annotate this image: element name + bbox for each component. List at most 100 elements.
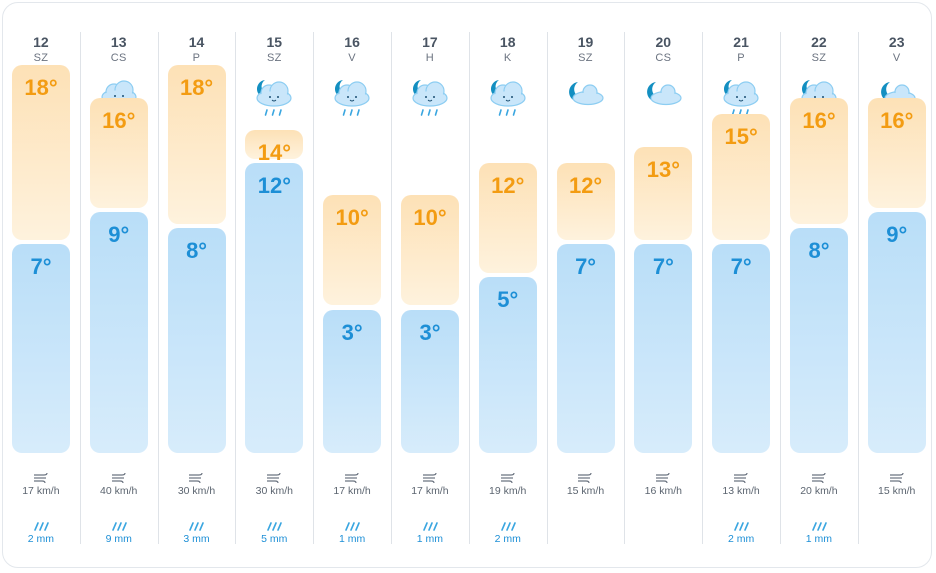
rain-icon (187, 518, 205, 531)
low-temp: 7° (575, 254, 597, 280)
day-date: 21 (733, 34, 749, 50)
day-weekday: V (892, 52, 901, 64)
day-date: 17 (422, 34, 438, 50)
rain-amount: 2 mm (27, 533, 55, 545)
rain-amount: 1 mm (416, 533, 444, 545)
low-temp-bar: 9° (89, 211, 148, 453)
wind-icon (344, 470, 360, 484)
wind-speed: 17 km/h (333, 485, 371, 497)
rain-amount: 1 mm (805, 533, 833, 545)
wind-speed: 30 km/h (255, 485, 293, 497)
rain-icon (265, 518, 283, 531)
low-temp: 3° (341, 319, 363, 345)
high-temp-bar: 15° (712, 113, 771, 241)
day-column[interactable]: 18 K 12° 5° 19 km/h 2 mm (469, 32, 548, 545)
wind-icon (733, 470, 749, 484)
high-temp-bar: 18° (167, 65, 226, 224)
day-column[interactable]: 19 SZ 12° 7° 15 km/h (547, 32, 626, 544)
low-temp-bar: 7° (634, 244, 693, 453)
low-temp-bar: 7° (712, 244, 771, 453)
day-column[interactable]: 23 V 16° 9° 15 km/h (858, 32, 936, 544)
high-temp: 14° (257, 140, 292, 166)
low-temp-bar: 8° (790, 228, 848, 453)
low-temp-bar: 12° (245, 162, 304, 453)
high-temp: 12° (491, 172, 525, 198)
high-temp-bar: 13° (634, 146, 693, 241)
wind-icon (811, 470, 827, 484)
day-date: 18 (499, 34, 516, 50)
wind-icon (655, 470, 671, 484)
high-temp: 10° (335, 205, 369, 231)
low-temp-bar: 5° (478, 276, 537, 453)
day-date: 15 (266, 34, 283, 50)
wind-speed: 19 km/h (489, 485, 527, 497)
wind-speed: 13 km/h (722, 485, 760, 497)
high-temp-bar: 12° (478, 162, 537, 273)
high-temp: 16° (802, 107, 836, 133)
rain-icon (32, 518, 50, 531)
low-temp-bar: 3° (401, 309, 459, 453)
low-temp-bar: 7° (556, 244, 615, 453)
rain-amount: 2 mm (494, 533, 521, 545)
wind-icon (500, 470, 516, 484)
low-temp: 9° (108, 221, 130, 247)
day-column[interactable]: 12 SZ 18° 7° 17 km/h 2 mm (2, 32, 81, 545)
day-column[interactable]: 22 SZ 16° 8° 20 km/h 1 mm (780, 32, 859, 545)
day-column[interactable]: 15 SZ 14° 12° 30 km/h 5 mm (235, 32, 315, 545)
day-date: 14 (188, 34, 205, 50)
low-temp-bar: 8° (167, 228, 226, 453)
day-weekday: K (503, 52, 512, 64)
day-date: 12 (33, 34, 49, 50)
low-temp: 3° (419, 319, 441, 345)
moon-cloud-icon (564, 78, 606, 118)
day-column[interactable]: 21 P 15° 7° 13 km/h 2 mm (702, 32, 781, 545)
wind-speed: 17 km/h (22, 485, 60, 497)
high-temp: 16° (102, 107, 136, 133)
rain-amount: 5 mm (261, 533, 288, 545)
day-weekday: SZ (578, 52, 593, 64)
high-temp-bar: 10° (401, 195, 459, 306)
rain-icon (810, 518, 828, 531)
wind-icon (188, 470, 204, 484)
high-temp: 12° (568, 172, 603, 198)
day-date: 22 (811, 34, 827, 50)
high-temp-bar: 18° (12, 65, 70, 241)
day-column[interactable]: 13 CS 16° 9° 40 km/h 9 mm (80, 32, 159, 545)
day-weekday: SZ (33, 52, 49, 64)
day-date: 13 (110, 34, 127, 50)
low-temp: 12° (257, 172, 292, 198)
day-weekday: SZ (811, 52, 827, 64)
wind-icon (266, 470, 282, 484)
low-temp: 8° (186, 238, 208, 263)
wind-speed: 20 km/h (800, 485, 838, 497)
wind-speed: 17 km/h (411, 485, 449, 497)
low-temp-bar: 3° (323, 309, 382, 453)
cloud-rain-moon-icon (720, 78, 762, 118)
day-weekday: P (737, 52, 745, 64)
day-weekday: CS (110, 52, 127, 64)
high-temp: 18° (179, 75, 214, 100)
rain-amount: 1 mm (338, 533, 366, 545)
moon-cloud-icon (642, 78, 684, 118)
day-weekday: V (348, 52, 356, 64)
rain-icon (499, 518, 517, 531)
wind-icon (422, 470, 438, 484)
wind-icon (111, 470, 127, 484)
wind-icon (577, 470, 593, 484)
day-column[interactable]: 14 P 18° 8° 30 km/h 3 mm (158, 32, 237, 545)
day-column[interactable]: 17 H 10° 3° 17 km/h 1 mm (391, 32, 470, 545)
day-weekday: H (425, 52, 435, 64)
cloud-rain-moon-icon (331, 78, 373, 118)
wind-speed: 15 km/h (878, 485, 916, 497)
high-temp: 15° (724, 123, 758, 149)
high-temp-bar: 16° (867, 97, 926, 208)
wind-speed: 30 km/h (177, 485, 216, 497)
day-weekday: P (192, 52, 201, 64)
day-column[interactable]: 20 CS 13° 7° 16 km/h (624, 32, 704, 544)
wind-icon (33, 470, 49, 484)
low-temp-bar: 7° (12, 244, 70, 453)
high-temp: 18° (24, 75, 58, 100)
day-column[interactable]: 16 V 10° 3° 17 km/h 1 mm (313, 32, 392, 545)
